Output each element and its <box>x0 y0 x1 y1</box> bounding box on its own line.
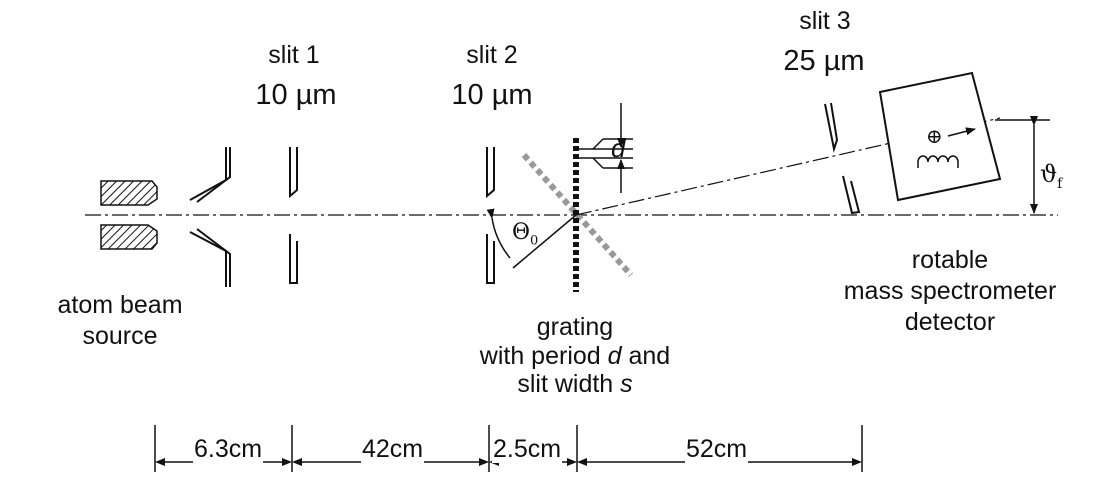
ion-symbol: ⊕ <box>926 124 943 148</box>
thetaf-symbol: ϑf <box>1040 160 1062 192</box>
slit-1-label: slit 1 <box>268 41 320 69</box>
grating-label-line1: grating <box>536 313 614 341</box>
theta0-arc <box>486 208 511 259</box>
grating-period-symbol: d <box>607 342 622 370</box>
theta0-symbol: Θ0 <box>512 220 538 248</box>
source-label-line1: atom beam <box>57 291 183 319</box>
source-label-line2: source <box>82 322 158 350</box>
grating-label-line2-a: with period <box>479 342 608 370</box>
slit-1-plates <box>289 147 298 284</box>
thetaf-subscript: f <box>1057 175 1063 192</box>
grating-label-line3: slit width s <box>450 369 700 399</box>
slit-1-width: 10 µm <box>255 79 337 111</box>
detector-label-line3: detector <box>904 308 996 336</box>
slit-2-label: slit 2 <box>466 41 518 69</box>
slit-2-plates <box>486 147 495 284</box>
distance-source-to-slit1: 6.3cm <box>193 435 264 463</box>
slit-2-width: 10 µm <box>451 79 533 111</box>
theta0-letter: Θ <box>512 220 531 245</box>
mass-spectrometer-detector <box>878 71 1002 202</box>
incidence-line <box>512 214 577 269</box>
period-d-symbol: d <box>611 133 626 163</box>
slit-3-plates <box>824 102 861 215</box>
grating-label-line3-a: slit width <box>517 370 621 398</box>
theta0-subscript: 0 <box>530 233 539 249</box>
detector-label-line1: rotable <box>911 246 989 274</box>
atom-beam-source-nozzle <box>100 180 158 250</box>
thetaf-marker <box>995 116 1050 214</box>
period-marker <box>579 103 633 193</box>
distance-slit1-to-slit2: 42cm <box>361 435 425 463</box>
skimmer <box>189 147 231 287</box>
thetaf-letter: ϑ <box>1040 160 1058 188</box>
grating-label-line2-c: and <box>621 342 671 370</box>
distance-grating-to-detector: 52cm <box>685 435 749 463</box>
filament-coil <box>917 155 959 163</box>
slit-3-width: 25 µm <box>783 45 865 77</box>
slit-3-label: slit 3 <box>799 7 851 35</box>
detector-label-line2: mass spectrometer <box>843 277 1057 305</box>
ion-arrow <box>947 127 976 137</box>
grating-slit-width-symbol: s <box>620 370 633 398</box>
grating-label-line2: with period d and <box>440 341 710 371</box>
distance-slit2-to-grating: 2.5cm <box>492 435 563 463</box>
